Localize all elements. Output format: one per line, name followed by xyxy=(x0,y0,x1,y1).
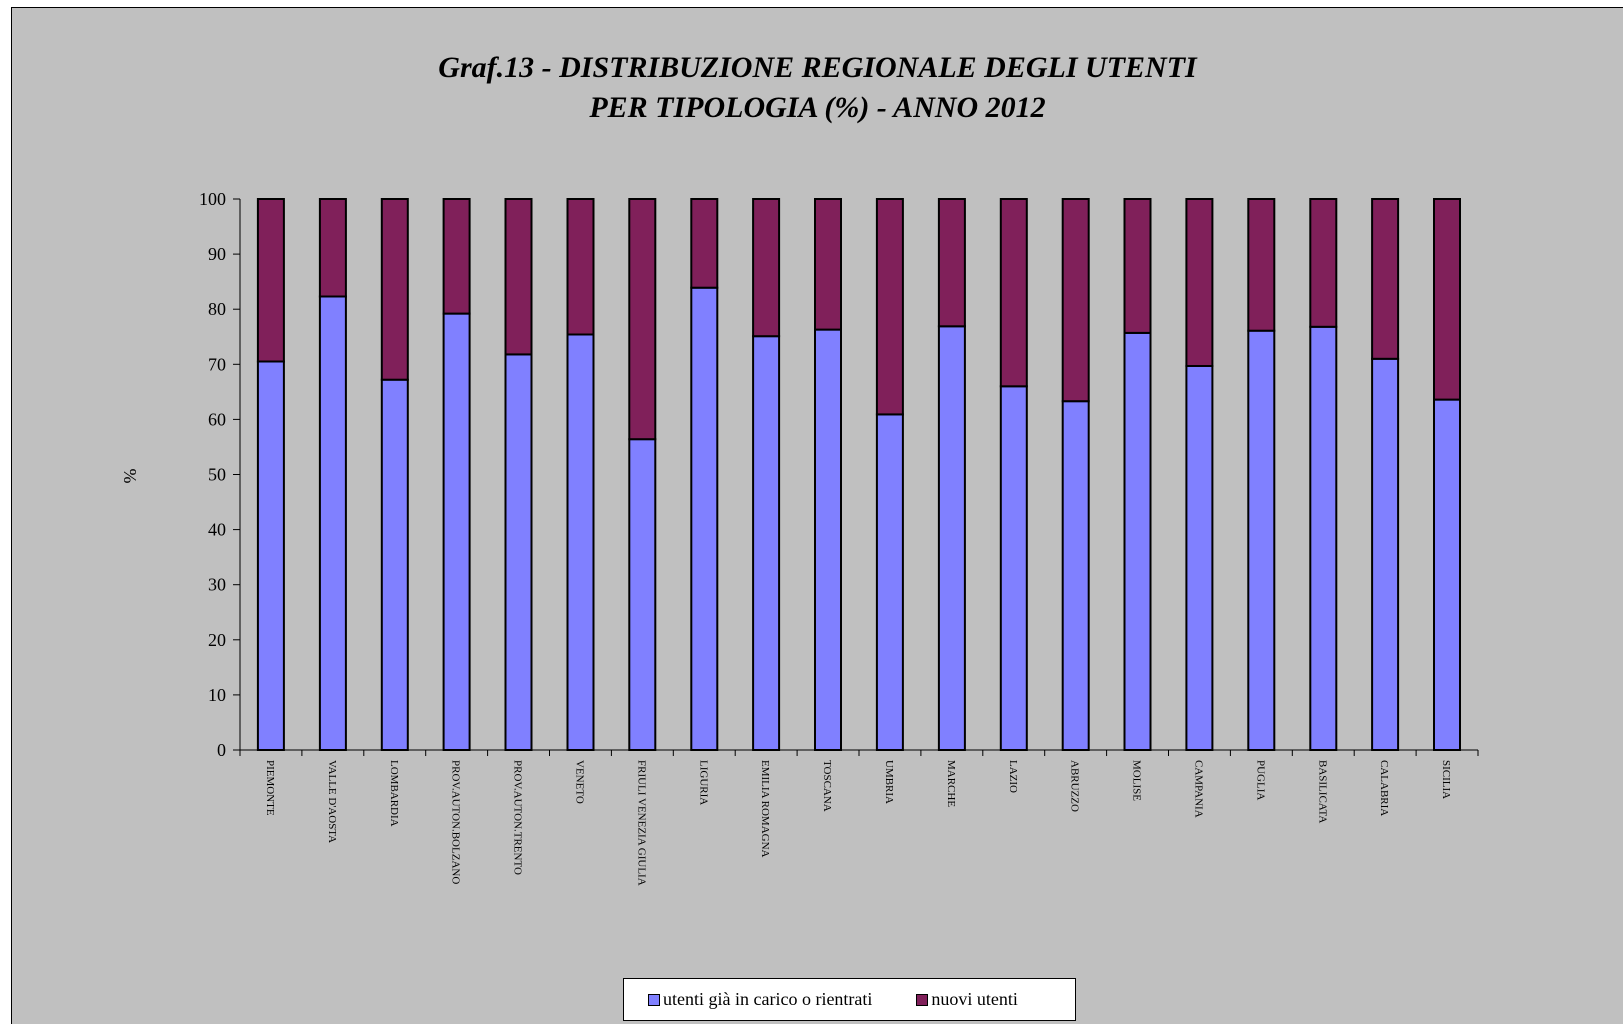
x-tick-label: ABRUZZO xyxy=(1069,760,1081,812)
x-tick-label: CAMPANIA xyxy=(1192,760,1204,818)
bar-series-2 xyxy=(566,198,595,336)
x-tick-label: SICILIA xyxy=(1440,760,1452,799)
x-tick-label: CALABRIA xyxy=(1378,760,1390,816)
bar-series-1 xyxy=(1371,357,1400,751)
bar-series-1 xyxy=(504,353,533,751)
bar-series-1 xyxy=(1247,329,1276,751)
bar-series-2 xyxy=(318,198,347,298)
y-tick-label: 40 xyxy=(208,520,226,540)
bar-series-1 xyxy=(1433,398,1461,751)
bar-series-2 xyxy=(1309,198,1338,328)
x-tick-label: FRIULI VENEZIA GIULIA xyxy=(635,760,647,886)
x-tick-label: PUGLIA xyxy=(1254,760,1266,800)
bar-series-1 xyxy=(814,328,842,751)
bar-series-2 xyxy=(628,198,657,441)
bar-series-1 xyxy=(875,413,904,751)
legend-swatch-series-2 xyxy=(916,993,929,1006)
bar-series-1 xyxy=(380,378,409,751)
bar-series-1 xyxy=(1309,325,1338,751)
bar-series-2 xyxy=(1123,198,1152,334)
bar-series-2 xyxy=(690,198,719,289)
bar-series-2 xyxy=(875,198,904,416)
x-tick-label: EMILIA ROMAGNA xyxy=(759,760,771,858)
bar-series-1 xyxy=(628,438,657,751)
bar-series-1 xyxy=(1061,400,1090,751)
bar-series-1 xyxy=(999,385,1028,751)
x-tick-label: PROV.AUTON.TRENTO xyxy=(512,760,524,875)
legend-swatch-series-1 xyxy=(648,993,660,1006)
x-tick-label: PIEMONTE xyxy=(264,760,276,816)
bar-series-2 xyxy=(1247,198,1276,332)
y-tick-label: 30 xyxy=(208,575,226,595)
x-tick-label: VALLE D'AOSTA xyxy=(326,760,338,843)
bar-series-2 xyxy=(937,198,966,328)
chart-legend: utenti già in carico o rientrati nuovi u… xyxy=(623,978,1076,1021)
y-tick-label: 90 xyxy=(208,244,226,264)
chart-title-line2: PER TIPOLOGIA (%) - ANNO 2012 xyxy=(589,91,1046,124)
bar-series-1 xyxy=(442,312,471,751)
x-tick-label: BASILICATA xyxy=(1316,760,1328,823)
bar-series-1 xyxy=(937,325,966,751)
bar-series-2 xyxy=(1371,198,1400,360)
bar-series-2 xyxy=(999,198,1028,388)
bar-series-2 xyxy=(1433,198,1461,401)
y-tick-label: 20 xyxy=(208,630,226,650)
x-tick-label: LIGURIA xyxy=(697,760,709,805)
x-tick-label: LOMBARDIA xyxy=(388,760,400,827)
bar-series-1 xyxy=(1123,331,1152,751)
y-tick-label: 10 xyxy=(208,685,226,705)
chart-title-line1: Graf.13 - DISTRIBUZIONE REGIONALE DEGLI … xyxy=(438,51,1197,84)
bar-series-2 xyxy=(504,198,533,356)
y-tick-label: 80 xyxy=(208,299,226,319)
bar-series-2 xyxy=(1185,198,1214,367)
x-tick-label: LAZIO xyxy=(1007,760,1019,793)
bar-series-1 xyxy=(256,360,285,751)
x-tick-label: TOSCANA xyxy=(821,760,833,812)
x-tick-label: UMBRIA xyxy=(883,760,895,804)
y-axis-label: % xyxy=(120,469,140,484)
y-tick-label: 0 xyxy=(217,740,226,760)
legend-item-series-2: nuovi utenti xyxy=(916,989,1018,1010)
x-tick-label: VENETO xyxy=(574,760,586,804)
y-tick-label: 50 xyxy=(208,465,226,485)
y-tick-label: 100 xyxy=(199,189,226,209)
y-tick-label: 60 xyxy=(208,409,226,429)
bar-series-1 xyxy=(1185,365,1214,751)
x-tick-label: MOLISE xyxy=(1131,760,1143,801)
bar-series-2 xyxy=(814,198,842,331)
bar-series-2 xyxy=(1061,198,1090,403)
bar-series-2 xyxy=(256,198,285,363)
chart-title: Graf.13 - DISTRIBUZIONE REGIONALE DEGLI … xyxy=(12,48,1623,128)
bar-series-1 xyxy=(690,286,719,751)
bar-series-1 xyxy=(566,333,595,751)
x-tick-label: PROV.AUTON.BOLZANO xyxy=(450,760,462,884)
bar-series-1 xyxy=(318,295,347,751)
bar-series-2 xyxy=(380,198,409,381)
legend-item-series-1: utenti già in carico o rientrati xyxy=(648,989,872,1010)
bar-series-2 xyxy=(752,198,781,338)
legend-label-series-1: utenti già in carico o rientrati xyxy=(663,989,873,1009)
legend-label-series-2: nuovi utenti xyxy=(931,989,1018,1009)
bar-series-2 xyxy=(442,198,471,315)
bar-series-1 xyxy=(752,335,781,751)
y-tick-label: 70 xyxy=(208,354,226,374)
x-tick-label: MARCHE xyxy=(945,760,957,807)
